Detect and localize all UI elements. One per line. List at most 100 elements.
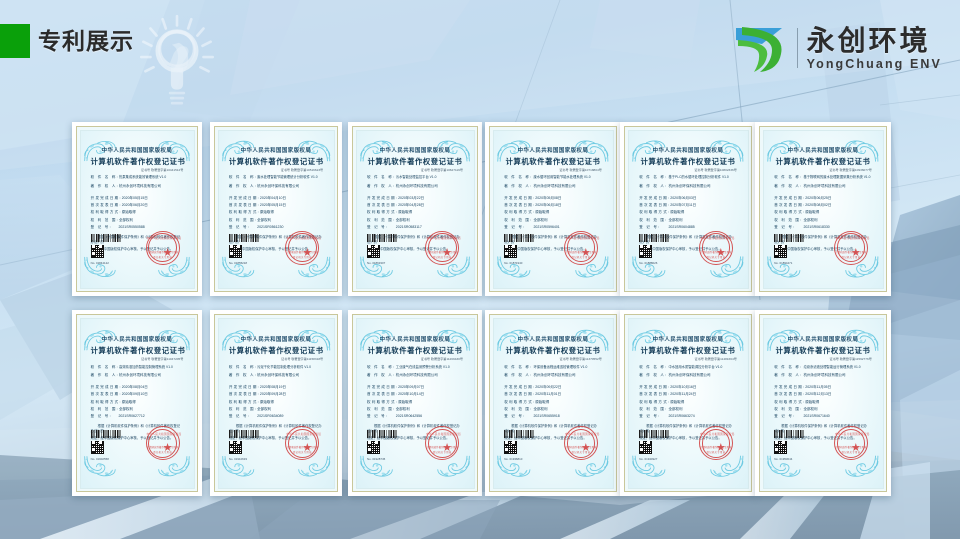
certificate-note-line-2: 规定，经中国版权保护中心审核，予以登记并予以公告。 bbox=[639, 246, 722, 251]
field-label: 登 记 号: bbox=[639, 414, 661, 419]
field-rights-scope: 权 利 范 围: 全部权利 bbox=[91, 218, 184, 223]
ornament-corner-icon bbox=[631, 134, 667, 167]
field-value: 全部权利 bbox=[395, 406, 410, 411]
field-value: 全部权利 bbox=[257, 217, 272, 222]
field-value: 2021SR0671640 bbox=[803, 414, 830, 419]
certificate-frame: 中华人民共和国国家版权局 计算机软件著作权登记证书 证书号 软著登字第11158… bbox=[214, 314, 338, 492]
field-value: 高效精准加药智能控制管理系统 V1.0 bbox=[118, 364, 173, 369]
field-rights-scope: 权 利 范 围: 全部权利 bbox=[774, 218, 872, 223]
field-label: 著 作 权 人: bbox=[774, 183, 803, 188]
red-official-seal-icon: 中华人民共和国国家版权局 ★ 计算机软件著作权登记专用章 登记机关专用章 bbox=[563, 426, 599, 461]
field-label: 首次发表日期: bbox=[639, 203, 671, 208]
certificate-serial: 证书号 软著登字第11269430号 bbox=[420, 357, 463, 362]
field-value: 2020年09月07日 bbox=[398, 385, 425, 390]
certificate-card[interactable]: 中华人民共和国国家版权局 计算机软件著作权登记证书 证书号 软著登字第10627… bbox=[348, 122, 482, 296]
field-registration-number: 登 记 号: 2021SR0663274 bbox=[639, 414, 737, 419]
field-value: 原始取得 bbox=[259, 210, 274, 215]
red-official-seal-icon: 中华人民共和国国家版权局 ★ 计算机软件著作权登记专用章 登记机关专用章 bbox=[145, 426, 181, 461]
field-value: 2020年11月24日 bbox=[670, 392, 697, 397]
certificate-card[interactable]: 中华人民共和国国家版权局 计算机软件著作权登记证书 证书号 软著登字第10516… bbox=[210, 122, 342, 296]
certificate-body: 中华人民共和国国家版权局 计算机软件著作权登记证书 证书号 软著登字第10516… bbox=[229, 148, 323, 281]
yongchuang-swoosh-logo-icon bbox=[732, 22, 788, 74]
field-value: 2020年10月16日 bbox=[670, 385, 697, 390]
red-official-seal-icon: 中华人民共和国国家版权局 ★ 计算机软件著作权登记专用章 登记机关专用章 bbox=[145, 230, 182, 265]
certificate-serial: 证书号 软著登字第10936077号 bbox=[829, 167, 872, 172]
field-label: 软 件 名 称: bbox=[504, 364, 533, 369]
field-value: 2020年09月10日 bbox=[121, 392, 148, 397]
field-label: 开发完成日期: bbox=[504, 195, 536, 200]
certificate-card[interactable]: 中华人民共和国国家版权局 计算机软件著作权登记证书 证书号 软著登字第11047… bbox=[72, 310, 202, 496]
field-label: 登 记 号: bbox=[367, 224, 389, 229]
field-software-name: 软 件 名 称: 废水循环回用智能节能水处理系统 V1.0 bbox=[504, 175, 602, 180]
field-label: 登 记 号: bbox=[367, 414, 389, 419]
field-label: 权 利 范 围: bbox=[504, 217, 533, 222]
field-label: 首次发表日期: bbox=[90, 392, 122, 397]
ornament-corner-icon bbox=[496, 134, 532, 167]
field-label: 权利取得方式: bbox=[504, 399, 536, 404]
seal-bottom-text: 登记机关专用章 bbox=[153, 451, 173, 455]
certificate-body: 中华人民共和国国家版权局 计算机软件著作权登记证书 证书号 软著登字第10441… bbox=[91, 148, 185, 281]
field-software-name: 软 件 名 称: 环保设备远程运维巡检管理软件 V1.0 bbox=[504, 365, 602, 370]
certificate-card[interactable]: 中华人民共和国国家版权局 计算机软件著作权登记证书 证书号 软著登字第11481… bbox=[620, 310, 756, 496]
field-label: 软 件 名 称: bbox=[90, 364, 119, 369]
field-value: 原始取得 bbox=[121, 399, 136, 404]
field-copyright-owner: 著 作 权 人: 杭州永创环保科技有限公司 bbox=[639, 373, 737, 378]
field-label: 软 件 名 称: bbox=[90, 175, 119, 180]
field-registration-number: 登 记 号: 2021SR0671640 bbox=[774, 414, 872, 419]
field-registration-number: 登 记 号: 2021SR0596401 bbox=[504, 225, 602, 230]
certificate-number: No. 01888026 bbox=[639, 260, 658, 265]
field-value: 2020年03月22日 bbox=[398, 195, 425, 200]
seal-mid-text: 计算机软件著作权登记专用章 bbox=[286, 250, 318, 254]
field-software-name: 软 件 名 称: 热泵集成系统能效管理系统 V1.0 bbox=[91, 175, 184, 180]
field-label: 权 利 范 围: bbox=[774, 406, 803, 411]
certificate-card[interactable]: 中华人民共和国国家版权局 计算机软件著作权登记证书 证书号 软著登字第11370… bbox=[485, 310, 621, 496]
seal-top-text: 中华人民共和国国家版权局 bbox=[146, 237, 182, 241]
certificate-footer: No. 01936810 中华人民共和国国家版权局 ★ 计算机软件著作权登记专用… bbox=[504, 423, 602, 474]
field-copyright-owner: 著 作 权 人: 杭州永创环境科技有限公司 bbox=[91, 373, 184, 378]
field-rights-scope: 权 利 范 围: 全部权利 bbox=[504, 407, 602, 412]
certificate-serial: 证书号 软著登字第11158318号 bbox=[281, 357, 324, 362]
certificate-number: No. 01953044 bbox=[774, 456, 793, 461]
barcode-icon bbox=[639, 430, 670, 439]
field-label: 首次发表日期: bbox=[367, 203, 399, 208]
certificate-paper: 中华人民共和国国家版权局 计算机软件著作权登记证书 证书号 软著登字第10718… bbox=[492, 129, 614, 289]
certificate-title: 计算机软件著作权登记证书 bbox=[367, 346, 463, 356]
field-label: 权 利 范 围: bbox=[90, 406, 119, 411]
field-label: 登 记 号: bbox=[90, 414, 112, 419]
certificate-card[interactable]: 中华人民共和国国家版权局 计算机软件著作权登记证书 证书号 软著登字第11592… bbox=[755, 310, 891, 496]
seal-mid-text: 计算机软件著作权登记专用章 bbox=[835, 250, 867, 254]
field-value: 原始取得 bbox=[535, 210, 550, 215]
field-value: 全部权利 bbox=[533, 406, 548, 411]
logo-divider bbox=[796, 28, 798, 68]
certificate-frame: 中华人民共和国国家版权局 计算机软件著作权登记证书 证书号 软著登字第10627… bbox=[352, 126, 478, 292]
certificate-note-line-2: 规定，经中国版权保护中心审核，予以登记并予以公告。 bbox=[639, 436, 722, 441]
certificate-footer: No. 01953044 中华人民共和国国家版权局 ★ 计算机软件著作权登记专用… bbox=[774, 423, 872, 474]
certificate-note-line-2: 规定，经中国版权保护中心审核，予以登记并予以公告。 bbox=[367, 436, 450, 441]
field-value: 2020年06月20日 bbox=[121, 203, 148, 208]
field-acquisition-method: 权利取得方式: 原始取得 bbox=[367, 210, 463, 215]
certificate-paper: 中华人民共和国国家版权局 计算机软件著作权登记证书 证书号 软著登字第11592… bbox=[762, 317, 884, 489]
certificate-serial: 证书号 软著登字第10516623号 bbox=[280, 167, 324, 172]
field-label: 著 作 权 人: bbox=[639, 183, 668, 188]
field-value: 基于物联网的废水处理数据采集分析系统 V1.0 bbox=[803, 175, 871, 180]
certificate-number: No. 01910633 bbox=[228, 456, 248, 461]
company-logo: 永创环境 YongChuang ENV bbox=[732, 20, 942, 76]
field-software-name: 软 件 名 称: 垃圾渗滤液处理智能运行管理系统 V1.0 bbox=[774, 365, 872, 370]
certificate-paper: 中华人民共和国国家版权局 计算机软件著作权登记证书 证书号 软著登字第10441… bbox=[79, 129, 195, 289]
certificate-card[interactable]: 中华人民共和国国家版权局 计算机软件著作权登记证书 证书号 软著登字第11158… bbox=[210, 310, 342, 496]
certificate-footer: No. 01910633 中华人民共和国国家版权局 ★ 计算机软件著作权登记专用… bbox=[228, 423, 323, 474]
field-registration-number: 登 记 号: 2021SR0604885 bbox=[639, 225, 737, 230]
certificate-card[interactable]: 中华人民共和国国家版权局 计算机软件著作权登记证书 证书号 软著登字第11269… bbox=[348, 310, 482, 496]
certificate-card[interactable]: 中华人民共和国国家版权局 计算机软件著作权登记证书 证书号 软著登字第10441… bbox=[72, 122, 202, 296]
field-software-name: 软 件 名 称: 基于PLC的水循环处理控制分析软件 V1.0 bbox=[639, 175, 737, 180]
certificate-card[interactable]: 中华人民共和国国家版权局 计算机软件著作权登记证书 证书号 软著登字第10718… bbox=[485, 122, 621, 296]
field-value: 2020年10月14日 bbox=[398, 392, 425, 397]
ornament-corner-icon bbox=[83, 134, 117, 167]
certificate-card[interactable]: 中华人民共和国国家版权局 计算机软件著作权登记证书 证书号 软著登字第10802… bbox=[620, 122, 756, 296]
field-value: 2020年06月18日 bbox=[535, 203, 562, 208]
field-development-date: 开发完成日期: 2020年05月08日 bbox=[504, 196, 602, 201]
field-label: 权利取得方式: bbox=[774, 399, 806, 404]
field-acquisition-method: 权利取得方式: 原始取得 bbox=[504, 400, 602, 405]
certificate-card[interactable]: 中华人民共和国国家版权局 计算机软件著作权登记证书 证书号 软著登字第10936… bbox=[755, 122, 891, 296]
